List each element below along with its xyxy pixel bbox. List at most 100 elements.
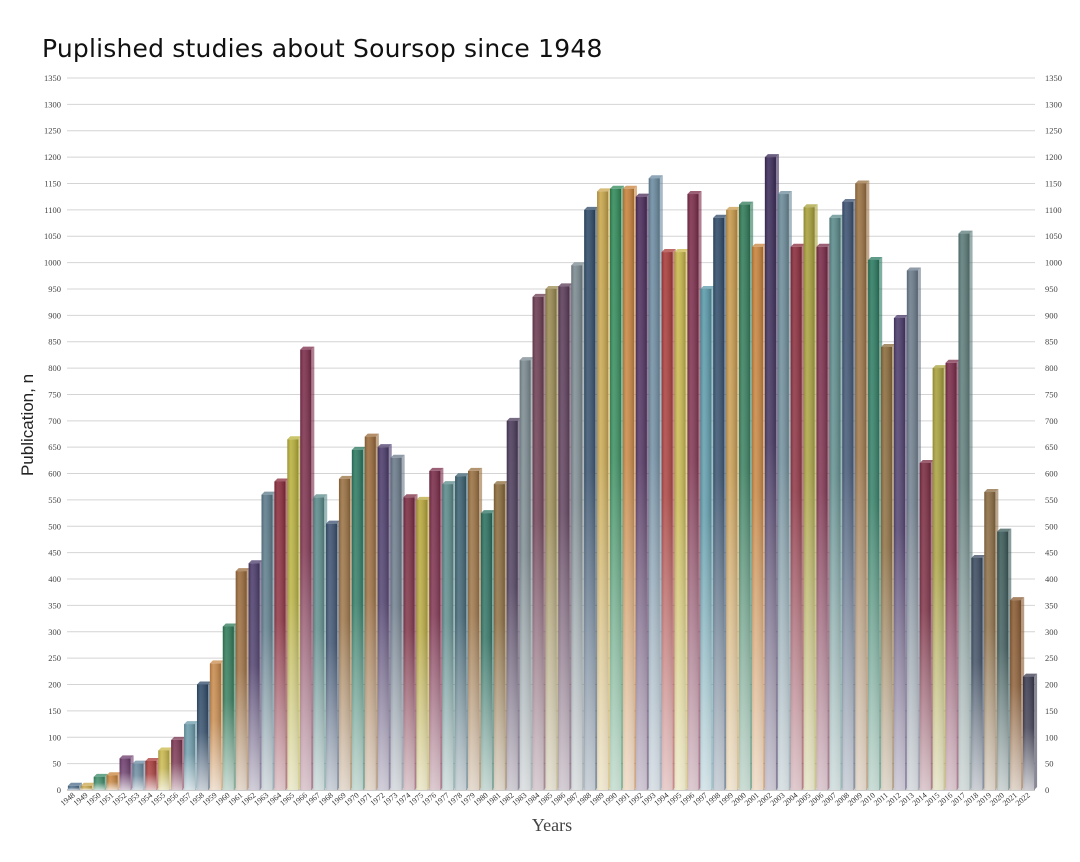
bar-top — [132, 760, 147, 764]
bar-top — [751, 243, 767, 247]
bar-gloss — [455, 476, 467, 790]
y-tick-label: 200 — [48, 680, 61, 690]
y-tick-label: 550 — [1045, 495, 1058, 505]
y-tick-label: 750 — [1045, 389, 1058, 399]
bar-top — [713, 214, 728, 218]
y-tick-label: 1150 — [1045, 178, 1062, 188]
bar-gloss — [532, 296, 544, 790]
bar-gloss — [906, 270, 918, 791]
bar-2012 — [893, 314, 909, 790]
bar-gloss — [816, 246, 828, 790]
bar-top — [764, 154, 779, 158]
bar-top — [674, 249, 689, 253]
bar-gloss — [777, 194, 789, 790]
bar-1969 — [338, 475, 354, 790]
bar-top — [739, 201, 754, 205]
bar-gloss — [506, 420, 518, 790]
bar-gloss — [609, 188, 622, 790]
bar-2013 — [906, 267, 921, 791]
bar-1966 — [300, 346, 315, 790]
bar-gloss — [790, 246, 802, 790]
bar-gloss — [158, 750, 170, 790]
bar-1975 — [416, 496, 431, 790]
bar-1987 — [571, 262, 586, 791]
bar-1990 — [609, 185, 625, 790]
bar-1988 — [584, 206, 599, 790]
bar-1964 — [274, 478, 289, 790]
bar-1993 — [648, 175, 663, 791]
y-tick-label: 1100 — [1045, 205, 1062, 215]
bar-gloss — [764, 157, 776, 791]
bar-top — [300, 346, 315, 350]
bar-2007 — [829, 214, 844, 791]
bar-top — [997, 528, 1012, 532]
bar-2010 — [868, 256, 883, 790]
bar-top — [222, 623, 237, 627]
bar-1980 — [480, 510, 496, 790]
bar-gloss — [842, 201, 854, 790]
bar-1977 — [442, 481, 457, 790]
bar-1985 — [545, 285, 560, 790]
y-tick-label: 800 — [48, 363, 61, 373]
y-tick-label: 900 — [48, 310, 61, 320]
y-tick-label: 800 — [1045, 363, 1058, 373]
bar-1996 — [687, 191, 702, 790]
bar-top — [1022, 673, 1038, 677]
y-tick-label: 1300 — [1045, 99, 1062, 109]
y-tick-label: 1200 — [44, 152, 61, 162]
y-axis-left: 0 50 100 150 200 250 300 350 400 450 500 550 600 650 7… — [44, 73, 61, 795]
bar-gloss — [558, 286, 570, 790]
bar-gloss — [403, 497, 415, 790]
bar-gloss — [635, 196, 647, 790]
bar-gloss — [687, 194, 699, 790]
bar-top — [855, 180, 870, 184]
bar-gloss — [661, 252, 673, 791]
bar-2001 — [751, 243, 767, 790]
bar-1952 — [119, 755, 134, 790]
bar-gloss — [287, 439, 299, 790]
bar-1968 — [326, 520, 341, 790]
bar-gloss — [468, 470, 480, 790]
bar-top — [184, 721, 199, 725]
bar-1992 — [635, 193, 650, 790]
bar-1999 — [726, 206, 741, 790]
bar-1978 — [455, 473, 470, 790]
bar-2016 — [945, 359, 960, 790]
y-tick-label: 1250 — [1045, 126, 1062, 136]
y-tick-label: 150 — [1045, 706, 1058, 716]
y-tick-label: 600 — [48, 469, 61, 479]
bar-gloss — [519, 360, 531, 790]
bar-1997 — [700, 285, 715, 790]
bar-2011 — [881, 343, 896, 790]
bar-top — [80, 782, 95, 786]
bar-1965 — [287, 436, 302, 790]
y-tick-label: 1350 — [1045, 73, 1062, 83]
y-tick-label: 350 — [48, 600, 61, 610]
bar-gloss — [1010, 600, 1022, 790]
bar-top — [196, 681, 212, 685]
bar-1957 — [184, 721, 199, 790]
bar-top — [442, 481, 457, 485]
bar-top — [958, 230, 973, 234]
bar-gloss — [545, 288, 557, 790]
bar-top — [158, 747, 173, 751]
bar-1970 — [351, 446, 366, 790]
bar-gloss — [997, 531, 1009, 790]
bar-top — [455, 473, 470, 477]
bar-top — [364, 433, 379, 437]
bar-top — [803, 204, 818, 208]
bar-top — [881, 343, 896, 347]
bar-top — [597, 188, 612, 192]
bar-1971 — [364, 433, 379, 790]
bar-1984 — [532, 293, 547, 790]
bar-2004 — [790, 243, 805, 790]
bar-top — [93, 773, 108, 777]
bar-top — [545, 285, 560, 289]
bar-gloss — [209, 663, 221, 790]
bar-gloss — [235, 571, 247, 790]
bar-gloss — [584, 209, 596, 790]
y-tick-label: 1200 — [1045, 152, 1062, 162]
bar-1956 — [171, 736, 186, 790]
bar-top — [622, 185, 637, 189]
